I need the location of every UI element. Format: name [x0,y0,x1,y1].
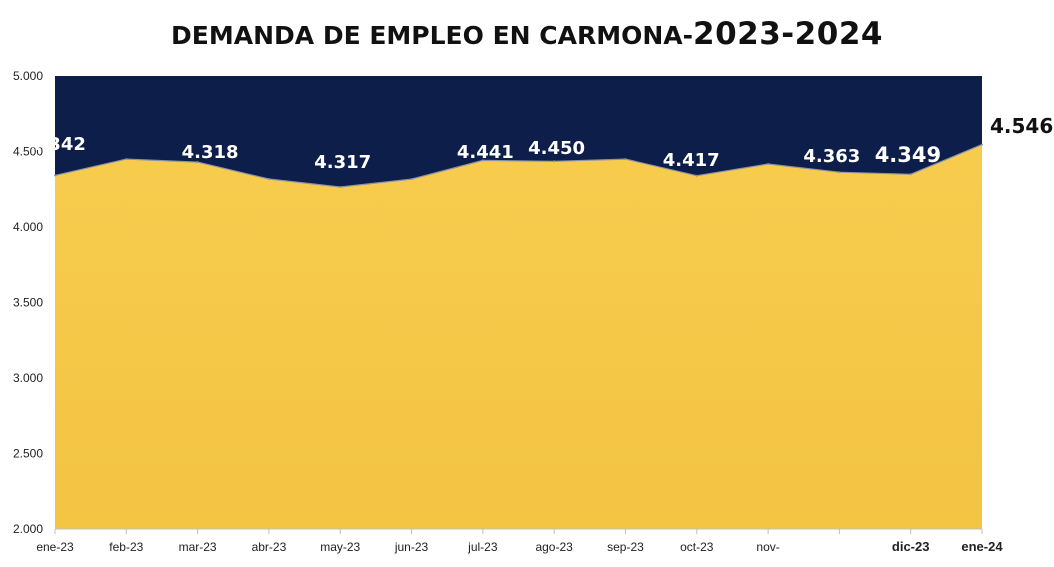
data-point [54,174,56,177]
y-tick-label: 2.000 [13,522,43,536]
data-point [838,171,841,174]
data-label: 4.342 [29,134,86,155]
data-point [410,178,413,181]
x-tick-label: sep-23 [607,540,644,554]
data-point [125,158,128,161]
data-point [624,158,627,161]
y-tick-label: 2.500 [13,447,43,461]
x-tick-label: ene-24 [961,539,1003,554]
x-tick-label: feb-23 [109,540,143,554]
x-tick-label: ago-23 [535,540,573,554]
y-tick-label: 4.000 [13,220,43,234]
x-tick-label: mar-23 [179,540,217,554]
x-tick-label: nov- [756,540,779,554]
data-label: 4.441 [457,142,514,163]
data-point [909,173,912,176]
x-tick-label: may-23 [320,540,360,554]
chart-title-years: 2023-2024 [693,16,883,52]
data-point [767,163,770,165]
data-label: 4.349 [875,143,941,167]
data-label: 4.318 [182,142,239,163]
data-point [695,174,698,177]
x-tick-label: dic-23 [892,539,930,554]
data-label: 4.317 [314,152,371,173]
series-area [55,144,982,529]
y-tick-label: 5.000 [13,69,43,83]
data-label: 4.450 [528,138,585,159]
data-point [553,160,556,163]
data-point [196,161,199,164]
x-tick-label: oct-23 [680,540,714,554]
y-tick-label: 4.500 [13,145,43,159]
series-line [54,144,983,188]
x-tick-label: abr-23 [252,540,287,554]
data-point [267,178,270,180]
data-point [481,159,484,162]
x-tick-label: ene-23 [36,540,74,554]
y-tick-label: 3.500 [13,296,43,310]
x-tick-label: jul-23 [467,540,498,554]
x-tick-label: jun-23 [394,540,429,554]
chart-title-main: DEMANDA DE EMPLEO EN CARMONA- [171,21,694,50]
data-label: 4.417 [663,150,720,171]
data-label: 4.546 [990,114,1053,138]
data-point [339,186,342,188]
data-label: 4.363 [803,146,860,167]
y-tick-label: 3.000 [13,371,43,385]
chart-title: DEMANDA DE EMPLEO EN CARMONA-2023-2024 [0,16,1054,52]
data-point [981,143,983,146]
